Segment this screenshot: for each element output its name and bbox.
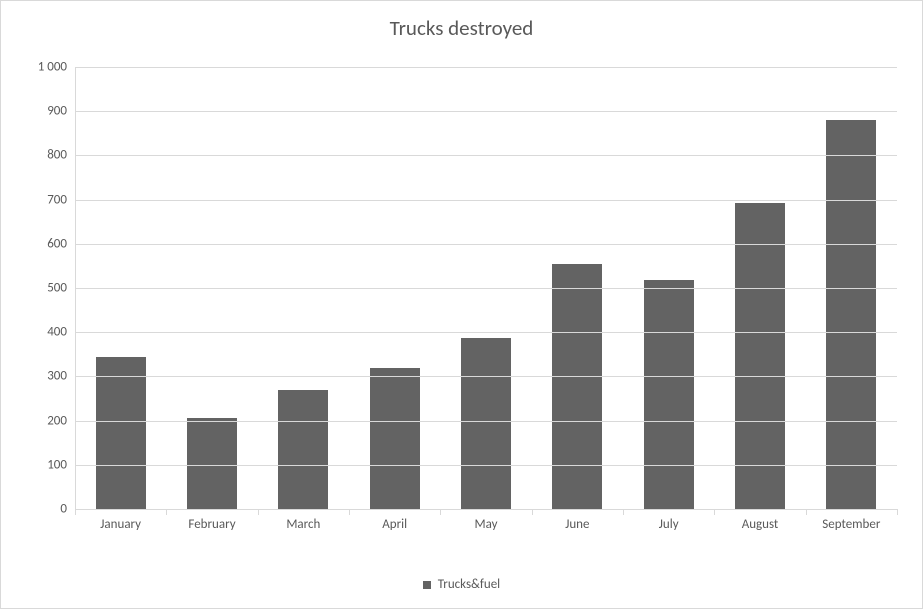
y-tick-label: 700 [47,192,75,207]
y-tick-label: 1 000 [38,60,75,75]
legend-swatch [423,581,431,589]
y-tick-label: 800 [47,148,75,163]
x-tick-mark [440,509,441,515]
bar [461,338,511,509]
y-tick-label: 200 [47,413,75,428]
bar [826,120,876,509]
y-tick-label: 300 [47,369,75,384]
y-tick-label: 600 [47,236,75,251]
y-tick-label: 900 [47,104,75,119]
y-tick-label: 500 [47,281,75,296]
chart-container: Trucks destroyed 01002003004005006007008… [0,0,923,609]
bar [735,203,785,509]
x-tick-label: February [188,509,235,532]
y-tick-label: 0 [60,502,75,517]
x-tick-mark [75,509,76,515]
x-tick-mark [258,509,259,515]
x-tick-label: August [742,509,779,532]
x-tick-mark [897,509,898,515]
legend-label: Trucks&fuel [438,577,500,592]
x-tick-mark [532,509,533,515]
y-axis-line [75,67,76,509]
gridline [75,332,897,333]
y-tick-label: 100 [47,457,75,472]
bar [370,368,420,509]
bar [644,280,694,509]
x-tick-mark [623,509,624,515]
x-tick-label: June [565,509,589,532]
x-tick-label: July [659,509,679,532]
x-tick-mark [806,509,807,515]
gridline [75,421,897,422]
legend: Trucks&fuel [1,577,922,592]
x-tick-label: May [475,509,498,532]
gridline [75,465,897,466]
bar [552,264,602,509]
y-tick-label: 400 [47,325,75,340]
gridline [75,111,897,112]
plot-area: 01002003004005006007008009001 000January… [75,67,897,509]
x-tick-mark [166,509,167,515]
bar [187,418,237,509]
gridline [75,244,897,245]
chart-title: Trucks destroyed [1,15,922,41]
x-tick-label: September [822,509,880,532]
x-tick-label: April [382,509,407,532]
x-tick-label: January [100,509,141,532]
bar [96,357,146,509]
gridline [75,376,897,377]
x-tick-mark [349,509,350,515]
gridline [75,67,897,68]
bar [278,390,328,509]
gridline [75,200,897,201]
gridline [75,288,897,289]
gridline [75,155,897,156]
x-tick-mark [714,509,715,515]
x-tick-label: March [286,509,320,532]
